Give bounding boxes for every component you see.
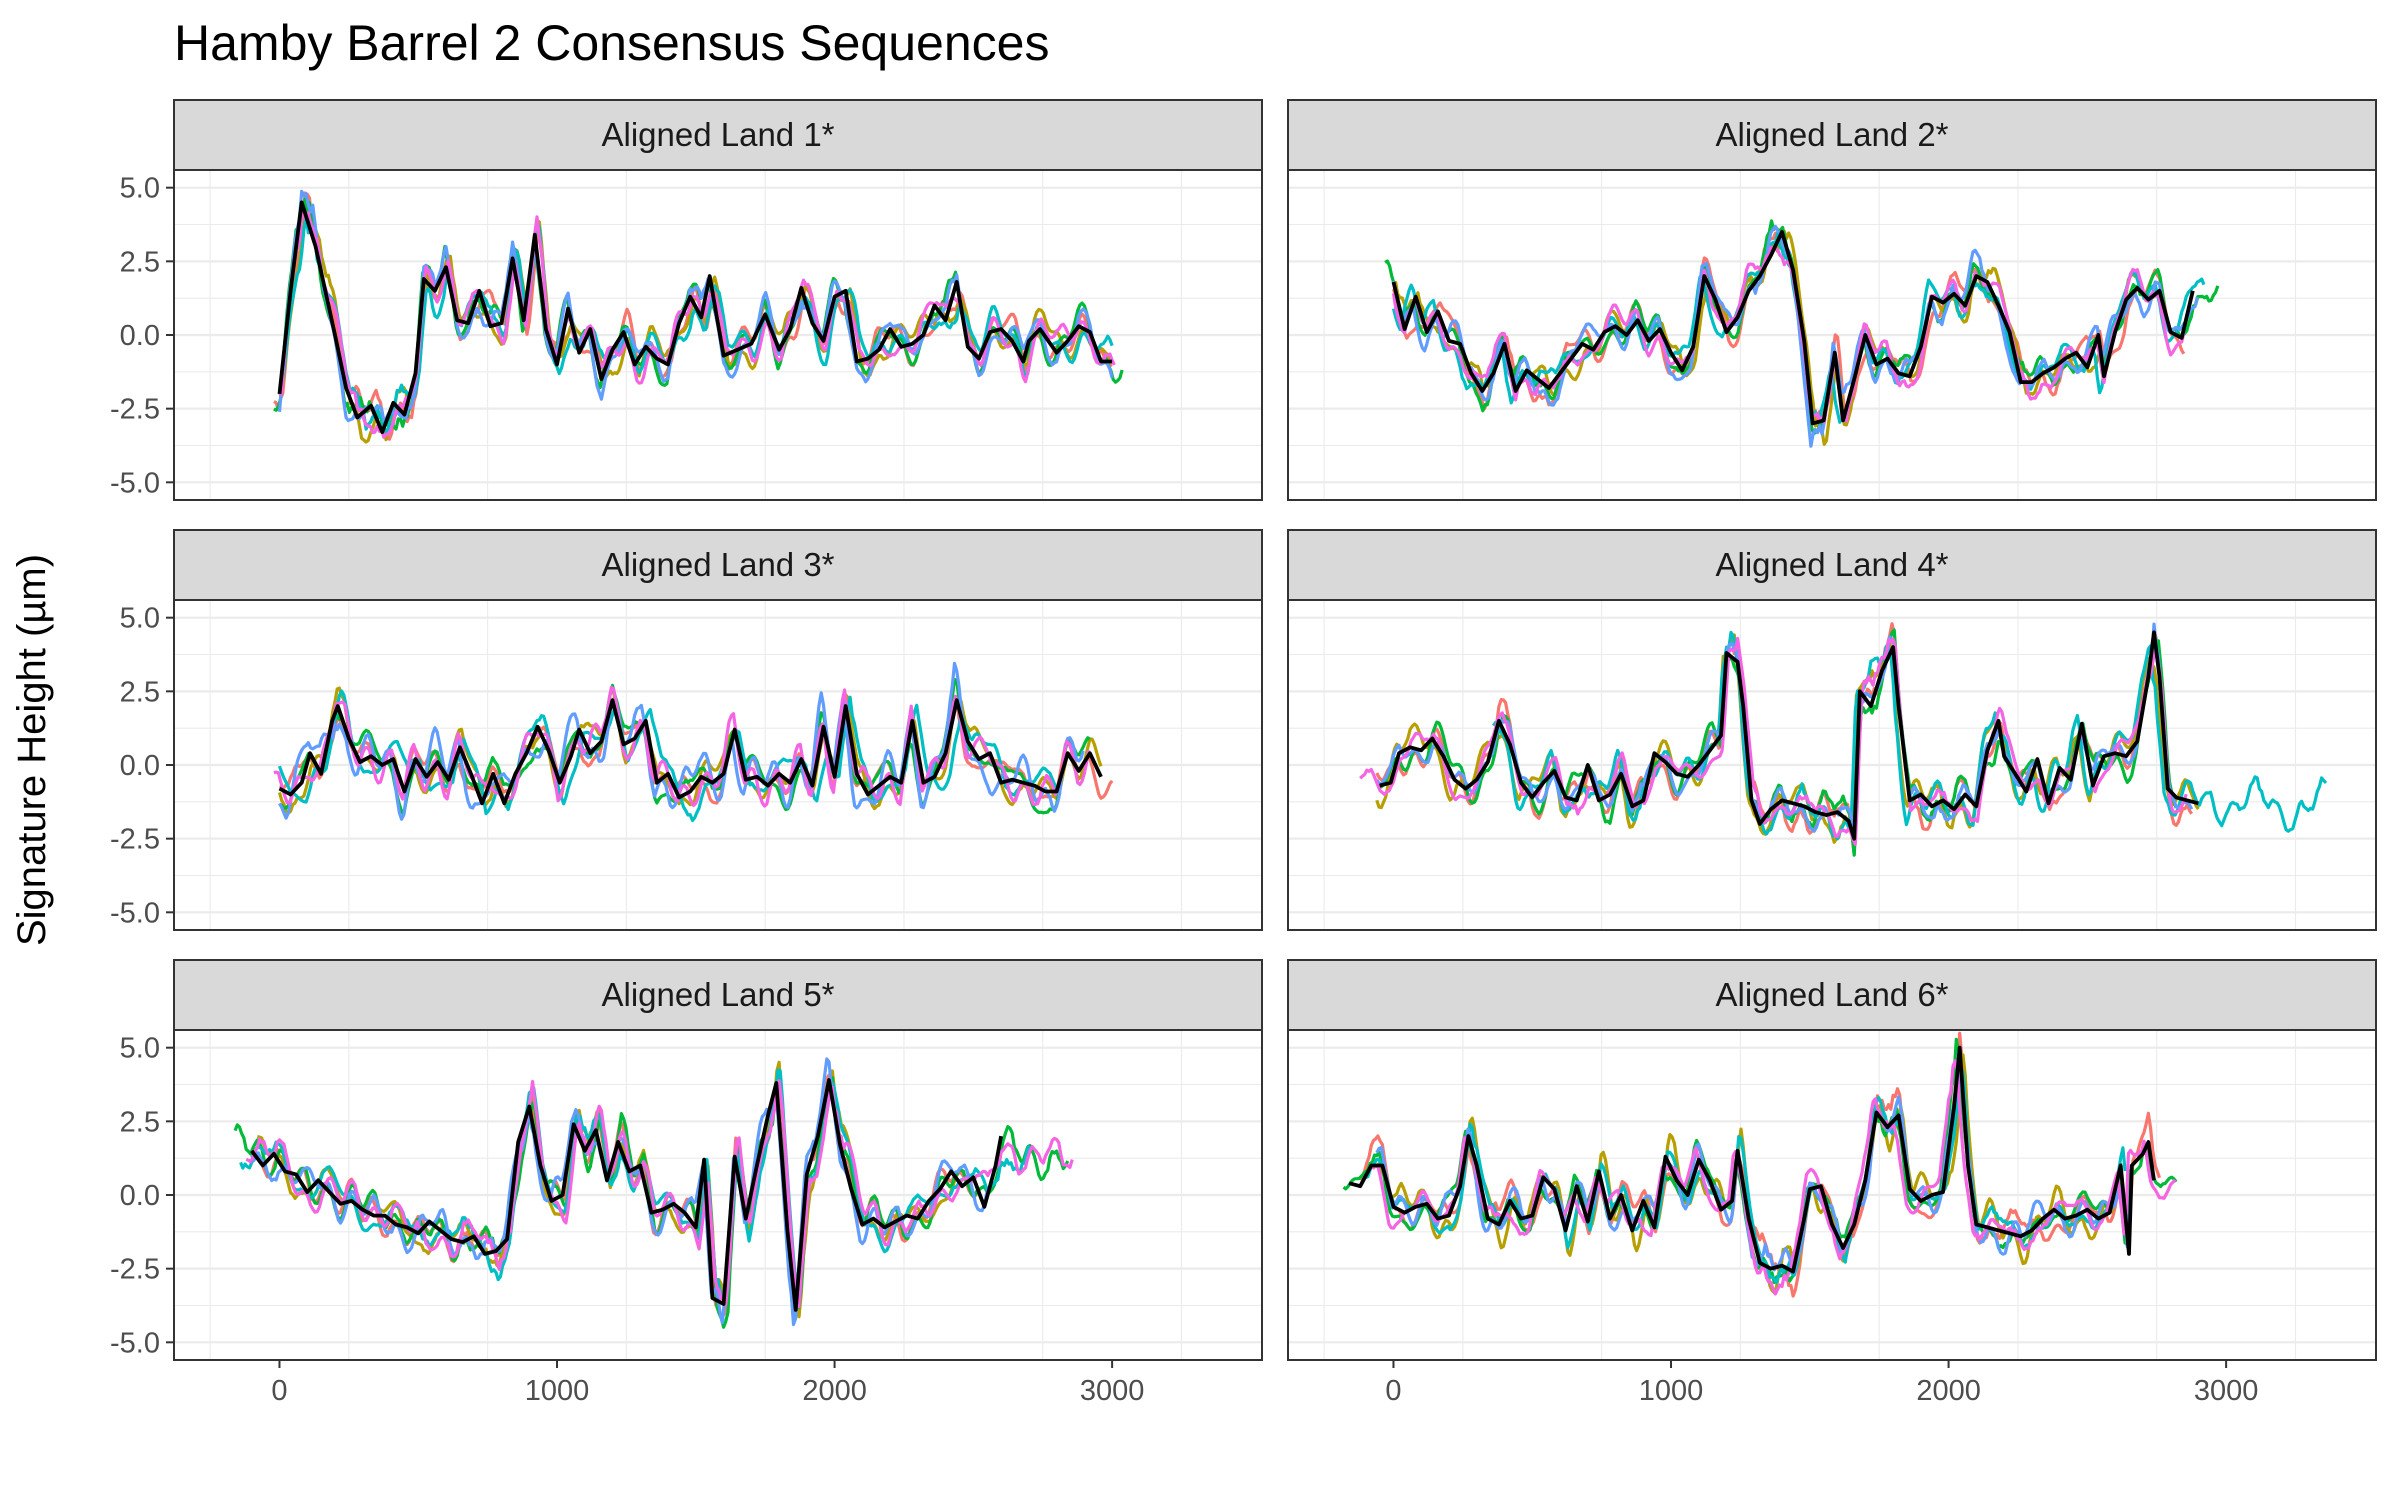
series-lines: [1384, 219, 2220, 448]
panels-group: Aligned Land 1*-5.0-2.50.02.55.0Aligned …: [110, 99, 2377, 1407]
y-tick-label: -2.5: [110, 1254, 160, 1286]
consensus-line: [250, 1078, 1003, 1312]
facet-strip-label: Aligned Land 5*: [601, 976, 834, 1013]
x-tick-label: 2000: [1916, 1375, 1981, 1407]
y-tick-label: -2.5: [110, 824, 160, 856]
series-lines: [273, 189, 1124, 444]
signature-line-6: [245, 1079, 1074, 1309]
signature-line-6: [1391, 245, 2186, 424]
y-tick-label: 2.5: [120, 1106, 160, 1138]
y-tick-label: 5.0: [120, 603, 160, 635]
panel-border: [1287, 599, 2377, 931]
facet-strip: [1287, 529, 2377, 601]
y-tick-label: 0.0: [120, 750, 160, 782]
y-tick-label: 5.0: [120, 1033, 160, 1065]
series-lines: [1342, 1031, 2178, 1298]
y-tick-label: 0.0: [120, 1180, 160, 1212]
y-tick-label: -5.0: [110, 467, 160, 499]
y-tick-label: 0.0: [120, 320, 160, 352]
signature-line-4: [239, 1068, 1031, 1298]
series-lines: [1359, 622, 2328, 857]
chart-title: Hamby Barrel 2 Consensus Sequences: [174, 15, 1049, 71]
y-tick-label: -5.0: [110, 897, 160, 929]
panel-4: Aligned Land 4*: [1287, 529, 2377, 931]
series-lines: [233, 1057, 1074, 1329]
consensus-line: [1379, 630, 2199, 841]
x-tick-label: 0: [271, 1375, 287, 1407]
x-tick-label: 1000: [1639, 1375, 1704, 1407]
facet-strip-label: Aligned Land 1*: [601, 116, 834, 153]
facet-strip-label: Aligned Land 6*: [1715, 976, 1948, 1013]
y-tick-label: -5.0: [110, 1327, 160, 1359]
signature-line-4: [1365, 1067, 2127, 1285]
x-tick-label: 0: [1385, 1375, 1401, 1407]
y-tick-label: 2.5: [120, 246, 160, 278]
signature-line-3: [1342, 1037, 2178, 1285]
facet-strip: [173, 959, 1263, 1031]
panel-border: [1287, 169, 2377, 501]
facet-strip: [1287, 99, 2377, 171]
facet-strip-label: Aligned Land 2*: [1715, 116, 1948, 153]
consensus-line: [277, 200, 1113, 435]
x-tick-label: 1000: [525, 1375, 590, 1407]
y-tick-label: -2.5: [110, 394, 160, 426]
panel-1: Aligned Land 1* -5.0 -2.5 0.0 2.5 5.0: [110, 99, 1263, 501]
consensus-line: [1391, 230, 2195, 426]
panel-border: [1287, 1029, 2377, 1361]
y-tick-label: 2.5: [120, 676, 160, 708]
facet-strip: [173, 99, 1263, 171]
x-tick-label: 3000: [1080, 1375, 1145, 1407]
y-tick-label: 5.0: [120, 173, 160, 205]
panel-3: Aligned Land 3* -5.0 -2.5 0.0 2.5 5.0: [110, 529, 1263, 931]
signature-line-6: [273, 685, 1091, 808]
signature-line-6: [1359, 636, 2188, 846]
facet-strip-label: Aligned Land 4*: [1715, 546, 1948, 583]
x-tick-label: 2000: [802, 1375, 867, 1407]
panel-5: Aligned Land 5* -5.0 -2.5 0.0 2.5 5.0 0 1000 200…: [110, 959, 1263, 1407]
x-tick-label: 3000: [2194, 1375, 2259, 1407]
consensus-line: [1348, 1045, 2156, 1274]
series-lines: [273, 661, 1114, 823]
y-axis-label: Signature Height (µm): [10, 554, 54, 946]
panel-6: Aligned Land 6* 0 1000 2000 3000: [1287, 959, 2377, 1407]
consensus-line: [278, 698, 1103, 806]
grid: [1288, 1030, 2376, 1360]
grid: [174, 1030, 1262, 1360]
panel-2: Aligned Land 2*: [1287, 99, 2377, 501]
facet-strip-label: Aligned Land 3*: [601, 546, 834, 583]
